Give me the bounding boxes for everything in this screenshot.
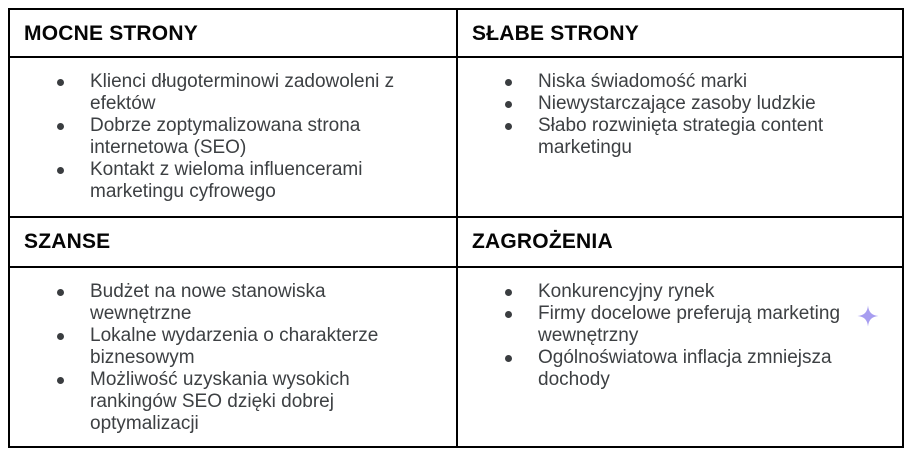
- list-item: Ogólnoświatowa inflacja zmniejsza dochod…: [458, 347, 894, 391]
- quadrant-weaknesses-body: Niska świadomość marki Niewystarczające z…: [458, 58, 902, 218]
- list-item: Klienci długoterminowi zadowoleni z efek…: [10, 71, 448, 115]
- quadrant-opportunities-body: Budżet na nowe stanowiska wewnętrzne Loka…: [10, 268, 458, 446]
- quadrant-strengths-body: Klienci długoterminowi zadowoleni z efek…: [10, 58, 458, 218]
- list-item: Dobrze zoptymalizowana strona internetow…: [10, 115, 448, 159]
- quadrant-strengths-header: MOCNE STRONY: [10, 10, 458, 58]
- quadrant-title-threats: ZAGROŻENIA: [472, 230, 613, 253]
- quadrant-threats-header: ZAGROŻENIA: [458, 218, 902, 268]
- weaknesses-bullet-list: Niska świadomość marki Niewystarczające z…: [458, 71, 894, 159]
- list-item: Niewystarczające zasoby ludzkie: [458, 93, 894, 115]
- opportunities-bullet-list: Budżet na nowe stanowiska wewnętrzne Loka…: [10, 281, 448, 435]
- list-item: Słabo rozwinięta strategia content marke…: [458, 115, 894, 159]
- quadrant-opportunities-header: SZANSE: [10, 218, 458, 268]
- ai-sparkle-icon[interactable]: [856, 304, 880, 328]
- threats-bullet-list: Konkurencyjny rynek Firmy docelowe prefer…: [458, 281, 894, 391]
- quadrant-weaknesses-header: SŁABE STRONY: [458, 10, 902, 58]
- list-item: Firmy docelowe preferują marketing wewnę…: [458, 303, 894, 347]
- quadrant-threats-body: Konkurencyjny rynek Firmy docelowe prefer…: [458, 268, 902, 446]
- quadrant-title-opportunities: SZANSE: [24, 230, 111, 253]
- quadrant-title-strengths: MOCNE STRONY: [24, 22, 198, 45]
- list-item: Konkurencyjny rynek: [458, 281, 894, 303]
- quadrant-title-weaknesses: SŁABE STRONY: [472, 22, 639, 45]
- swot-table: MOCNE STRONY SŁABE STRONY Klienci długot…: [8, 8, 904, 448]
- strengths-bullet-list: Klienci długoterminowi zadowoleni z efek…: [10, 71, 448, 203]
- list-item: Możliwość uzyskania wysokich rankingów S…: [10, 369, 448, 435]
- list-item: Lokalne wydarzenia o charakterze bizneso…: [10, 325, 448, 369]
- list-item: Budżet na nowe stanowiska wewnętrzne: [10, 281, 448, 325]
- list-item: Niska świadomość marki: [458, 71, 894, 93]
- list-item: Kontakt z wieloma influencerami marketin…: [10, 159, 448, 203]
